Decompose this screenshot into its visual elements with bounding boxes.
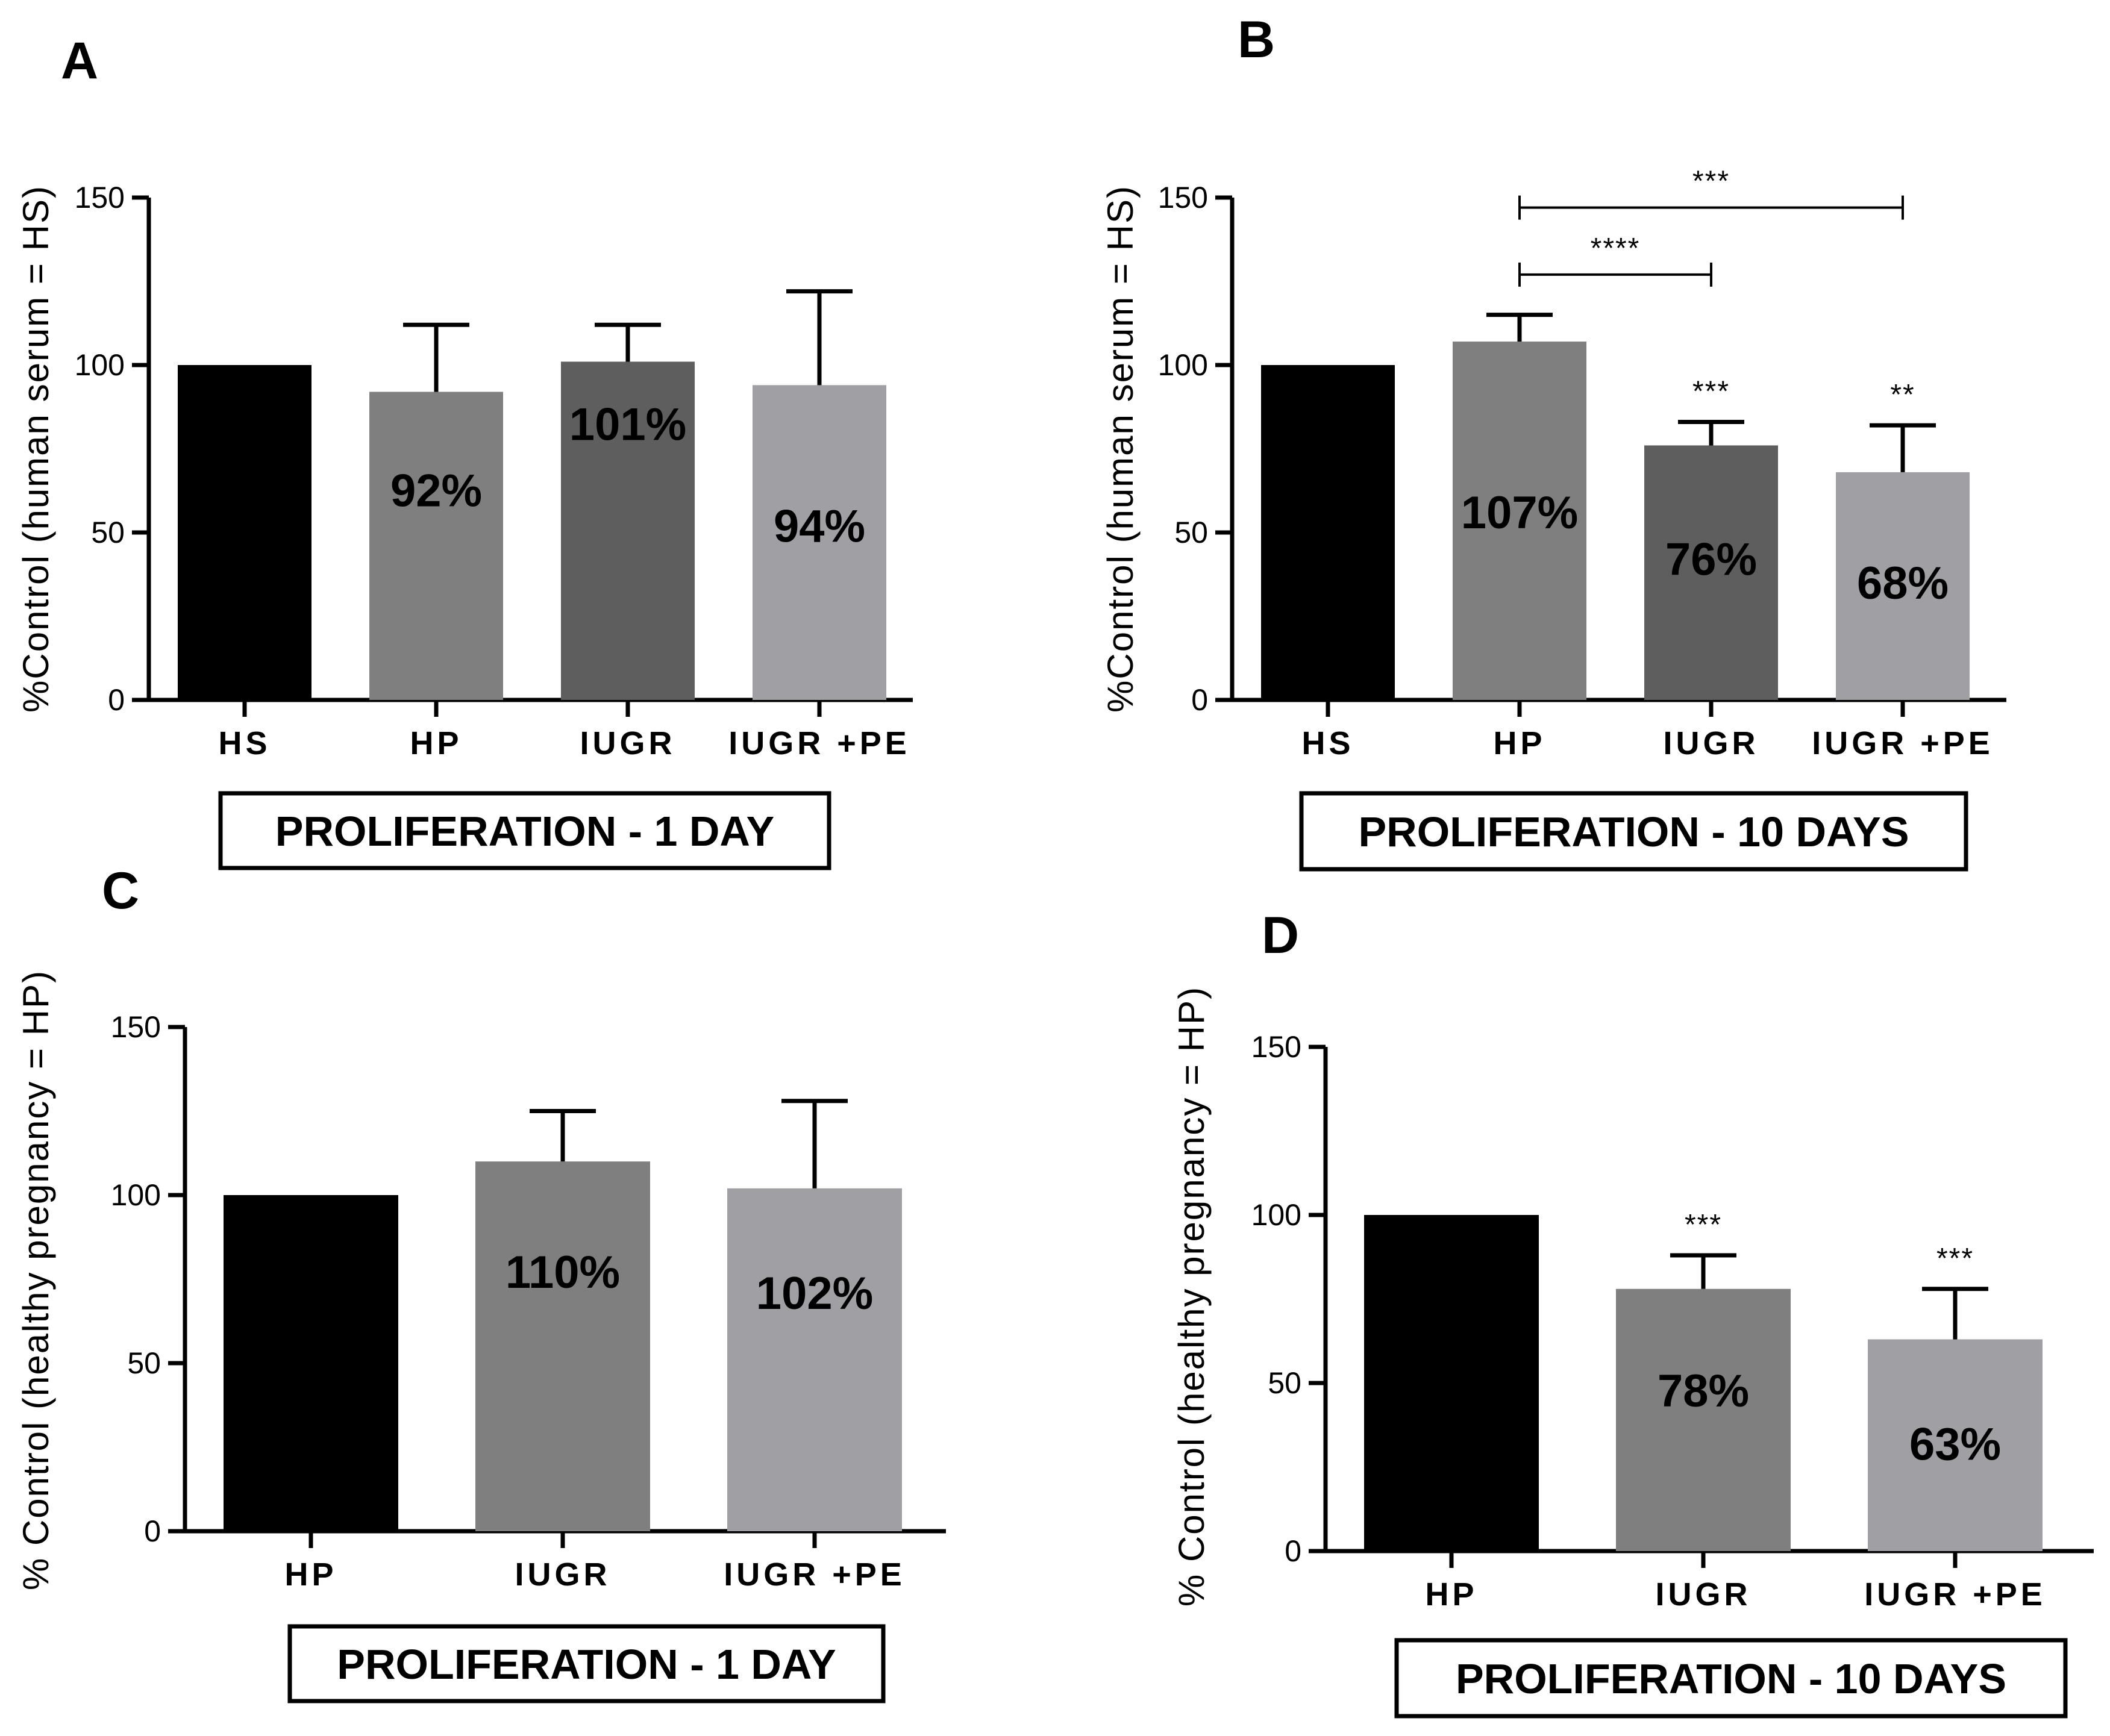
- x-tick-label: IUGR +PE: [724, 1556, 906, 1593]
- y-tick-label: 0: [1191, 683, 1208, 717]
- significance-bracket: [1518, 262, 1712, 287]
- panel-a: A %Control (human serum = HS) 0 50 100 150 HS H…: [16, 32, 913, 870]
- bar-value-label: 92%: [390, 465, 482, 516]
- x-tick-label: HS: [1301, 725, 1354, 761]
- bar-value-label: 78%: [1658, 1366, 1749, 1417]
- x-tick-label: IUGR +PE: [1812, 725, 1994, 761]
- y-tick-label: 100: [111, 1178, 161, 1212]
- bar-iugr: [1616, 1288, 1791, 1551]
- x-tick-label: IUGR: [1664, 725, 1759, 761]
- caption-text: PROLIFERATION - 1 DAY: [275, 808, 774, 855]
- y-axis-label: % Control (healthy pregnancy = HP): [16, 970, 56, 1590]
- bar-hp: [224, 1195, 398, 1531]
- x-tick-label: IUGR +PE: [1864, 1576, 2046, 1613]
- bar-value-label: 101%: [569, 399, 686, 450]
- panel-letter: C: [102, 862, 139, 920]
- caption-text: PROLIFERATION - 1 DAY: [337, 1641, 836, 1688]
- caption-box: [1394, 1638, 2068, 1719]
- panel-c: C % Control (healthy pregnancy = HP) 0 50 10…: [16, 862, 946, 1703]
- y-axis-label: %Control (human serum = HS): [1100, 185, 1141, 713]
- bar-hs: [1261, 365, 1395, 700]
- caption-box: [287, 1624, 886, 1703]
- bracket-label: ***: [1692, 166, 1730, 198]
- bar-iugr-pe: [1836, 472, 1970, 700]
- bar-iugr-pe: [727, 1188, 902, 1531]
- caption-box: [218, 791, 831, 870]
- y-tick-label: 50: [127, 1346, 161, 1380]
- y-tick-label: 0: [1285, 1534, 1301, 1568]
- panel-d: D % Control (healthy pregnancy = HP) 0 50 10…: [1171, 907, 2094, 1719]
- y-tick-label: 150: [111, 1010, 161, 1044]
- bar-value-label: 102%: [756, 1268, 873, 1319]
- bracket-label: ****: [1591, 233, 1641, 264]
- significance-mark: ***: [1685, 1209, 1722, 1241]
- significance-mark: ***: [1692, 376, 1730, 408]
- bar-value-label: 94%: [774, 501, 865, 552]
- y-tick-label: 100: [1158, 348, 1208, 382]
- bar-iugr-pe: [753, 385, 886, 700]
- y-tick-label: 100: [75, 348, 125, 382]
- significance-mark: ***: [1936, 1243, 1974, 1275]
- y-axis-label: % Control (healthy pregnancy = HP): [1171, 986, 1212, 1606]
- y-tick-label: 150: [75, 181, 125, 214]
- significance-mark: **: [1890, 379, 1915, 411]
- panel-letter: A: [61, 32, 98, 90]
- y-tick-label: 0: [144, 1514, 161, 1548]
- bar-value-label: 107%: [1461, 487, 1578, 539]
- bar-iugr-pe: [1868, 1339, 2043, 1551]
- bar-hs: [178, 365, 311, 700]
- x-tick-label: IUGR: [1656, 1576, 1752, 1613]
- x-tick-label: HP: [1493, 725, 1545, 761]
- y-axis-label: %Control (human serum = HS): [16, 185, 56, 713]
- bar-iugr: [475, 1161, 650, 1531]
- x-tick-label: IUGR: [580, 725, 676, 761]
- x-tick-label: HP: [1425, 1576, 1477, 1613]
- bar-iugr: [561, 361, 695, 700]
- bar-value-label: 68%: [1857, 558, 1949, 609]
- significance-bracket: [1518, 195, 1904, 220]
- x-tick-label: IUGR +PE: [728, 725, 910, 761]
- caption-box: [1299, 791, 1968, 872]
- y-tick-label: 50: [1174, 516, 1208, 549]
- x-tick-label: IUGR: [515, 1556, 611, 1593]
- y-tick-label: 100: [1251, 1198, 1301, 1232]
- y-tick-label: 50: [91, 516, 125, 549]
- panel-letter: D: [1262, 907, 1299, 964]
- bar-value-label: 76%: [1665, 534, 1757, 585]
- bar-iugr: [1644, 445, 1778, 700]
- caption-text: PROLIFERATION - 10 DAYS: [1358, 808, 1909, 855]
- bar-value-label: 110%: [506, 1247, 620, 1298]
- y-tick-label: 150: [1251, 1030, 1301, 1064]
- bar-hp: [1453, 342, 1586, 700]
- y-tick-label: 150: [1158, 181, 1208, 214]
- panel-letter: B: [1238, 11, 1275, 69]
- y-tick-label: 0: [108, 683, 125, 717]
- bar-hp: [369, 392, 503, 700]
- bar-value-label: 63%: [1909, 1419, 2001, 1470]
- x-tick-label: HP: [410, 725, 462, 761]
- bar-hp: [1364, 1215, 1539, 1551]
- x-tick-label: HS: [218, 725, 271, 761]
- x-tick-label: HP: [284, 1556, 337, 1593]
- panel-b: B %Control (human serum = HS) 0 50 100 150 HS H…: [1100, 11, 2006, 872]
- y-tick-label: 50: [1268, 1366, 1301, 1400]
- caption-text: PROLIFERATION - 10 DAYS: [1456, 1655, 2006, 1702]
